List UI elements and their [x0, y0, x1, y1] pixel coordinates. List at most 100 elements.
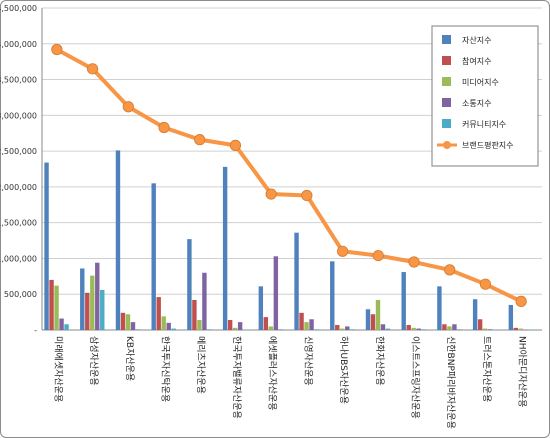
- bar: [330, 261, 335, 330]
- bar: [135, 329, 141, 330]
- bar: [523, 329, 529, 331]
- category-label: 메리츠자산운용: [195, 336, 206, 394]
- bar: [294, 232, 299, 330]
- bar: [207, 329, 212, 330]
- legend-label: 소통지수: [462, 99, 491, 108]
- category-label: 한화자산운용: [374, 336, 385, 386]
- y-tick-label: 1,000,000: [0, 254, 37, 263]
- legend-swatch: [442, 56, 451, 65]
- bar: [222, 166, 228, 330]
- category-label: 이스트스프링자산운용: [410, 336, 422, 419]
- line-point: [86, 63, 99, 75]
- bar: [411, 327, 416, 330]
- bar: [227, 319, 233, 330]
- category-label: 에셋플러스자산운용: [267, 336, 278, 411]
- bar: [375, 299, 381, 330]
- bar: [197, 319, 202, 330]
- legend-swatch: [442, 119, 451, 128]
- legend-marker: [443, 141, 451, 149]
- line-point: [194, 134, 206, 146]
- bar: [120, 312, 126, 330]
- bar: [268, 326, 274, 330]
- legend-label: 커뮤니티지수: [462, 119, 506, 129]
- bar: [492, 329, 498, 331]
- line-point: [229, 139, 242, 151]
- legend-swatch: [442, 77, 451, 86]
- bar: [44, 162, 49, 330]
- y-tick-label: 500,000: [4, 290, 37, 299]
- legend-label: 자산지수: [462, 35, 491, 45]
- line-point: [372, 249, 384, 262]
- category-label: 신한BNP파리바자산운용: [445, 336, 456, 429]
- category-label: 신영자산운용: [302, 336, 313, 386]
- bar: [242, 329, 248, 331]
- legend-label: 미디어지수: [462, 77, 499, 87]
- bar: [171, 328, 176, 330]
- bar: [90, 275, 95, 330]
- bar: [299, 312, 304, 330]
- category-label: 미래에셋자산운용: [52, 336, 63, 402]
- category-label: 한국투자밸류자산운용: [231, 336, 242, 419]
- bar: [365, 309, 371, 330]
- bar: [416, 328, 421, 330]
- bar: [472, 299, 478, 330]
- bar: [304, 322, 309, 330]
- line-point: [479, 278, 492, 290]
- bar: [156, 297, 161, 330]
- bar: [437, 286, 442, 330]
- line-point: [51, 43, 63, 56]
- line-point: [122, 101, 134, 113]
- bar: [278, 329, 284, 330]
- bar: [528, 329, 534, 331]
- line-point: [444, 264, 456, 276]
- bar: [309, 319, 314, 330]
- series-line: [55, 47, 523, 304]
- bar: [258, 286, 264, 330]
- y-tick-label: 4,500,000: [0, 4, 37, 13]
- legend-swatch: [442, 35, 451, 44]
- bar: [385, 328, 391, 330]
- bar: [151, 183, 156, 330]
- bar: [85, 292, 90, 330]
- bar: [370, 314, 376, 330]
- bar: [487, 329, 493, 330]
- bar: [125, 314, 131, 330]
- bar: [130, 322, 136, 330]
- y-tick-label: 2,500,000: [0, 147, 37, 156]
- y-tick-label: 3,000,000: [0, 111, 37, 120]
- bar: [80, 268, 85, 330]
- bar: [518, 328, 524, 330]
- bar: [64, 324, 69, 330]
- category-label: NH아문디자산운용: [517, 336, 528, 407]
- bar-series: [44, 150, 534, 331]
- bar: [95, 262, 100, 330]
- bar: [406, 324, 411, 330]
- bar: [452, 324, 457, 330]
- legend-label: 참여지수: [462, 56, 491, 66]
- y-tick-label: 1,500,000: [0, 219, 37, 228]
- line-point: [336, 245, 349, 257]
- bar: [457, 329, 462, 330]
- bar: [202, 272, 207, 330]
- y-tick-label: 3,500,000: [0, 76, 37, 85]
- bar: [59, 318, 64, 330]
- bar: [335, 324, 340, 330]
- bar: [187, 239, 192, 330]
- line-point: [515, 295, 527, 307]
- bar: [482, 328, 488, 330]
- bar: [447, 326, 452, 330]
- line-point: [408, 256, 420, 268]
- x-axis-labels: 미래에셋자산운용 삼성자산운용 KB자산운용 한국투자신탁운용 메리츠자산운용 한국투자밸…: [52, 336, 527, 429]
- bar: [401, 272, 406, 330]
- y-tick-label: 4,000,000: [0, 40, 37, 49]
- bar: [192, 299, 197, 330]
- bar: [340, 328, 345, 330]
- bar: [49, 279, 54, 330]
- bar: [161, 316, 166, 330]
- y-tick-label: 2,000,000: [0, 183, 37, 192]
- bar: [273, 256, 279, 330]
- bar: [54, 285, 59, 330]
- category-label: 한국투자신탁운용: [160, 336, 172, 402]
